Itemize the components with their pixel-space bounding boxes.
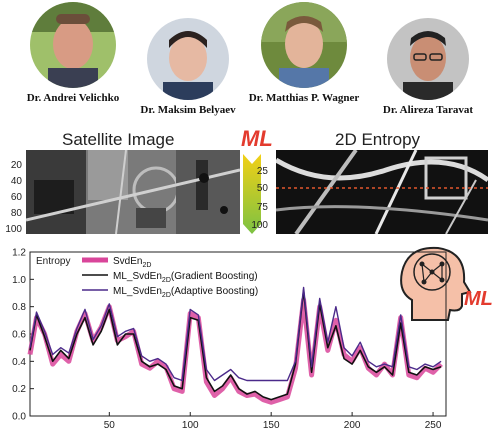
- x-tick-label: 100: [182, 420, 199, 431]
- avatar: [387, 18, 469, 100]
- sat-ytick: 100: [5, 224, 22, 235]
- satellite-title: Satellite Image: [62, 130, 175, 149]
- portrait-photo: [30, 2, 116, 88]
- x-tick-label: 50: [104, 420, 116, 431]
- arrow-right-icon: [243, 154, 261, 234]
- person-belyaev: Dr. Maksim Belyaev: [130, 18, 246, 116]
- sat-ytick: 40: [10, 176, 22, 187]
- y-tick-label: 1.0: [12, 275, 26, 286]
- avatar: [261, 2, 347, 88]
- person-name: Dr. Maksim Belyaev: [140, 104, 236, 116]
- legend-entry: ML_SvdEn2D(Gradient Boosting): [113, 271, 258, 284]
- person-name: Dr. Matthias P. Wagner: [248, 92, 360, 104]
- x-tick-label: 150: [263, 420, 280, 431]
- entropy-ytick: 75: [256, 202, 268, 213]
- person-wagner: Dr. Matthias P. Wagner: [238, 2, 370, 104]
- ml-head-text: ML: [464, 288, 493, 310]
- x-tick-label: 200: [344, 420, 361, 431]
- entropy-image: [276, 150, 488, 234]
- sat-ytick: 80: [10, 208, 22, 219]
- person-velichko: Dr. Andrei Velichko: [18, 2, 128, 104]
- entropy-ytick: 50: [256, 183, 268, 194]
- avatar: [30, 2, 116, 88]
- sat-ytick: 20: [10, 160, 22, 171]
- entropy-ytick: 100: [251, 220, 268, 231]
- entropy-line-chart: 0.0 0.2 0.4 0.6 0.8 1.0 1.2 50 100 150 200 250 Entro…: [12, 248, 447, 431]
- y-tick-label: 1.2: [12, 248, 26, 259]
- y-tick-label: 0.8: [12, 302, 26, 313]
- portrait-photo: [147, 18, 229, 100]
- series-line-1: [29, 289, 442, 401]
- x-tick-label: 250: [425, 420, 442, 431]
- legend-entry: SvdEn2D: [113, 256, 151, 269]
- series-line-2: [29, 286, 442, 382]
- legend-entry: ML_SvdEn2D(Adaptive Boosting): [113, 286, 258, 299]
- y-axis-label: Entropy: [36, 256, 70, 267]
- avatar: [147, 18, 229, 100]
- person-name: Dr. Alireza Taravat: [382, 104, 474, 116]
- portrait-photo: [387, 18, 469, 100]
- entropy-ytick: 25: [256, 166, 268, 177]
- y-tick-label: 0.2: [12, 384, 26, 395]
- y-tick-label: 0.4: [12, 357, 26, 368]
- satellite-image: [26, 150, 240, 234]
- person-taravat: Dr. Alireza Taravat: [370, 18, 486, 116]
- entropy-title: 2D Entropy: [335, 130, 421, 149]
- ml-logo: ML: [241, 126, 273, 151]
- y-tick-label: 0.6: [12, 330, 26, 341]
- person-name: Dr. Andrei Velichko: [26, 92, 120, 104]
- y-tick-label: 0.0: [12, 412, 26, 423]
- series-line-0: [27, 297, 443, 405]
- ml-brain-head-icon: [400, 246, 472, 321]
- portrait-photo: [261, 2, 347, 88]
- sat-ytick: 60: [10, 192, 22, 203]
